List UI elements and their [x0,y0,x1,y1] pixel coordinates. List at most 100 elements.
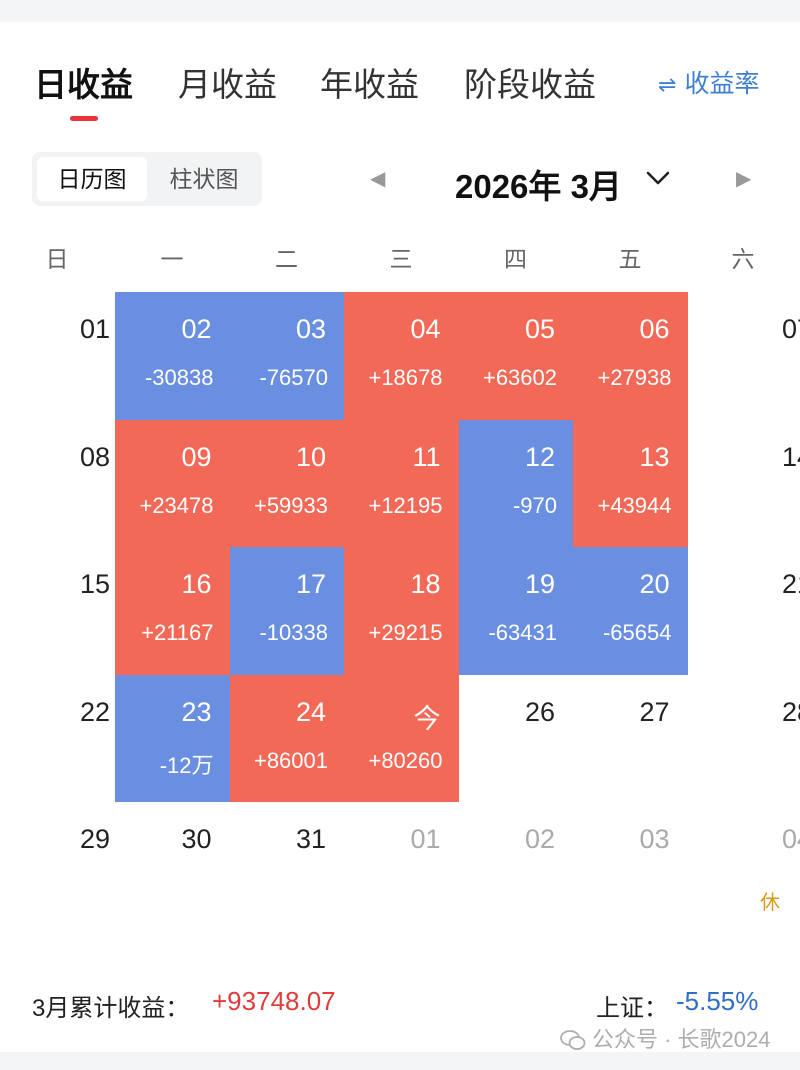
chevron-down-icon[interactable] [645,165,671,191]
active-tab-indicator [70,116,98,121]
daily-earnings-value: -970 [512,492,557,518]
calendar-day-cell[interactable]: 21 [708,547,800,675]
day-number: 23 [181,696,212,727]
daily-earnings-value: +86001 [253,747,328,773]
day-number: 29 [79,824,110,854]
day-number: 19 [524,569,555,599]
calendar-day-cell[interactable]: 05 +63602 [458,292,573,420]
daily-earnings-value: +63602 [482,365,557,390]
bar-chart-view-button[interactable]: 柱状图 [169,166,239,192]
calendar-day-cell[interactable]: 19 -63431 [458,547,573,675]
daily-earnings-value: -76570 [259,365,328,390]
day-number: 06 [639,314,670,344]
day-number: 21 [781,569,800,599]
calendar-day-cell[interactable]: 今 +80260 [344,674,459,802]
calendar-day-cell[interactable]: 04 [708,802,800,930]
calendar-day-cell[interactable]: 10 +59933 [229,419,344,547]
calendar-day-cell[interactable]: 02 -30838 [115,292,230,420]
daily-earnings-value: +80260 [368,747,443,773]
month-title[interactable]: 2026年 3月 [455,168,622,205]
calendar-day-cell[interactable]: 04 +18678 [344,292,459,420]
triangle-left-icon[interactable]: ◀ [370,168,386,190]
weekday-label: 四 [504,246,527,272]
calendar-day-cell[interactable]: 03 [573,802,688,930]
day-number: 03 [295,314,326,344]
weekday-label: 三 [389,246,413,272]
tab-period-earnings[interactable]: 阶段收益 [464,66,596,103]
day-number: 27 [639,696,670,727]
calendar-day-cell[interactable]: 12 -970 [458,419,573,547]
rate-toggle-label: 收益率 [684,70,760,98]
daily-earnings-value: +43944 [597,492,672,518]
daily-earnings-value: +59933 [253,492,328,518]
day-number: 09 [181,441,212,472]
calendar-day-cell[interactable]: 01 [344,802,459,930]
daily-earnings-value: -63431 [488,620,557,645]
day-number: 02 [524,824,555,854]
calendar-day-cell[interactable]: 22 [22,675,136,803]
calendar-day-cell[interactable]: 24 +86001 [229,674,344,802]
top-band [0,0,800,22]
monthly-total-label: 3月累计收益： [32,995,190,1022]
calendar-day-cell[interactable]: 13 +43944 [573,419,688,547]
calendar-day-cell[interactable]: 17 -10338 [229,547,344,675]
calendar-day-cell[interactable]: 07 [708,292,800,420]
calendar-day-cell[interactable]: 20 -65654 [573,547,688,675]
daily-earnings-value: +29215 [368,620,443,645]
calendar-day-cell[interactable]: 16 +21167 [115,547,230,675]
calendar-day-cell[interactable]: 06 +27938 [573,292,688,420]
day-number: 今 [413,703,441,734]
calendar-day-cell[interactable]: 03 -76570 [229,292,344,420]
daily-earnings-value: +27938 [597,365,672,390]
daily-earnings-value: +23478 [139,492,214,518]
watermark-text: 公众号 · 长歌2024 [592,1027,771,1052]
index-label: 上证： [596,995,668,1022]
day-number: 31 [295,824,326,854]
daily-earnings-value: -65654 [602,620,672,645]
day-number: 18 [410,569,441,599]
day-number: 11 [412,441,441,472]
tab-yearly-earnings[interactable]: 年收益 [320,66,419,103]
day-number: 30 [181,824,212,854]
day-number: 22 [79,696,110,727]
day-number: 05 [524,314,555,344]
rate-toggle-button[interactable]: ⇌ 收益率 [658,64,759,100]
calendar-day-cell[interactable]: 23 -12万 [115,674,230,802]
weekday-label: 五 [618,246,642,272]
weekday-label: 一 [160,246,184,272]
day-number: 20 [639,569,670,599]
calendar-day-cell[interactable]: 30 [115,802,230,930]
day-number: 24 [295,696,326,727]
watermark: 公众号 · 长歌2024 [560,1022,771,1054]
day-number: 02 [181,314,212,344]
calendar-day-cell[interactable]: 28 [708,675,800,803]
day-number: 16 [181,569,212,599]
triangle-right-icon[interactable]: ▶ [736,168,752,190]
calendar-day-cell[interactable]: 15 [22,547,136,675]
calendar-day-cell[interactable]: 02 [459,802,574,930]
calendar-view-button[interactable]: 日历图 [37,157,147,201]
calendar-day-cell[interactable]: 08 [22,420,136,548]
calendar-day-cell[interactable]: 29 [22,802,136,930]
day-number: 03 [639,824,670,854]
tab-daily-earnings[interactable]: 日收益 [34,66,133,103]
calendar-day-cell[interactable]: 09 +23478 [115,419,230,547]
tab-monthly-earnings[interactable]: 月收益 [178,66,277,103]
calendar-day-cell[interactable]: 31 [230,802,345,930]
calendar-day-cell[interactable]: 01 [22,292,136,420]
weekday-label: 二 [275,246,298,272]
view-toggle: 日历图 柱状图 [32,152,262,206]
day-number: 04 [781,824,800,854]
wechat-icon [560,1030,586,1050]
weekday-label: 日 [45,246,69,272]
calendar-day-cell[interactable]: 11 +12195 [344,419,459,547]
day-number: 01 [79,314,110,344]
calendar-day-cell[interactable]: 14 [708,420,800,548]
day-number: 28 [781,696,800,727]
daily-earnings-value: -10338 [259,620,328,645]
day-number: 04 [410,314,441,344]
swap-arrows-icon: ⇌ [658,72,677,97]
calendar-day-cell[interactable]: 26 [459,675,574,803]
calendar-day-cell[interactable]: 27 [573,675,688,803]
calendar-day-cell[interactable]: 18 +29215 [344,547,459,675]
